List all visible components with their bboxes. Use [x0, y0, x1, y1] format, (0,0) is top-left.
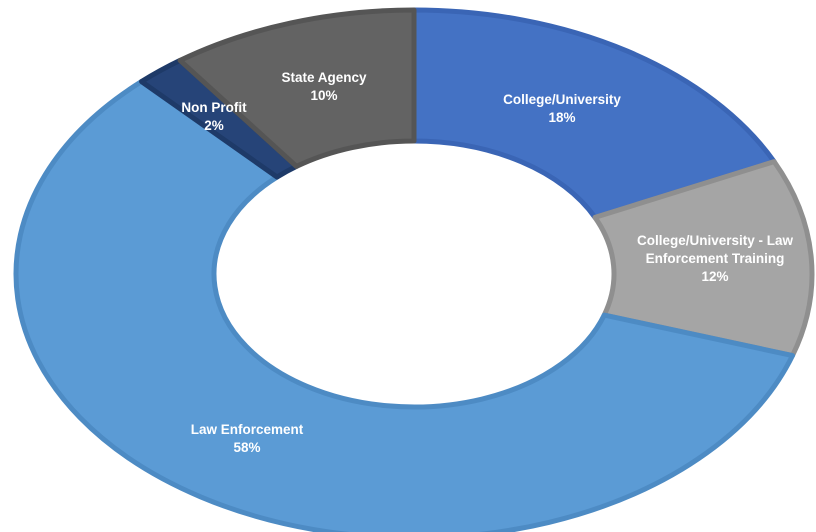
- data-label-category: College/University - Law: [637, 233, 794, 248]
- data-label-category: College/University: [503, 92, 621, 107]
- data-label-value: 2%: [204, 118, 224, 133]
- slices-layer: [13, 7, 815, 532]
- labels-layer: College/University 18% College/University …: [181, 70, 793, 455]
- data-label: College/University - Law Enforcement Trai…: [637, 233, 794, 284]
- data-label-value: 58%: [233, 440, 260, 455]
- slice-college-university: [411, 7, 777, 220]
- data-label-category: Law Enforcement: [191, 422, 304, 437]
- data-label: State Agency 10%: [281, 70, 367, 103]
- data-label: College/University 18%: [503, 92, 621, 125]
- data-label-value: 10%: [310, 88, 337, 103]
- data-label-category: Enforcement Training: [646, 251, 785, 266]
- slice-state-agency: [177, 7, 417, 169]
- data-label: Law Enforcement 58%: [191, 422, 304, 455]
- slice-college-university-law-enforcement-training: [592, 159, 815, 359]
- data-label-category: State Agency: [281, 70, 367, 85]
- data-label-value: 12%: [701, 269, 728, 284]
- data-label: Non Profit 2%: [181, 100, 247, 133]
- data-label-value: 18%: [548, 110, 575, 125]
- data-label-category: Non Profit: [181, 100, 247, 115]
